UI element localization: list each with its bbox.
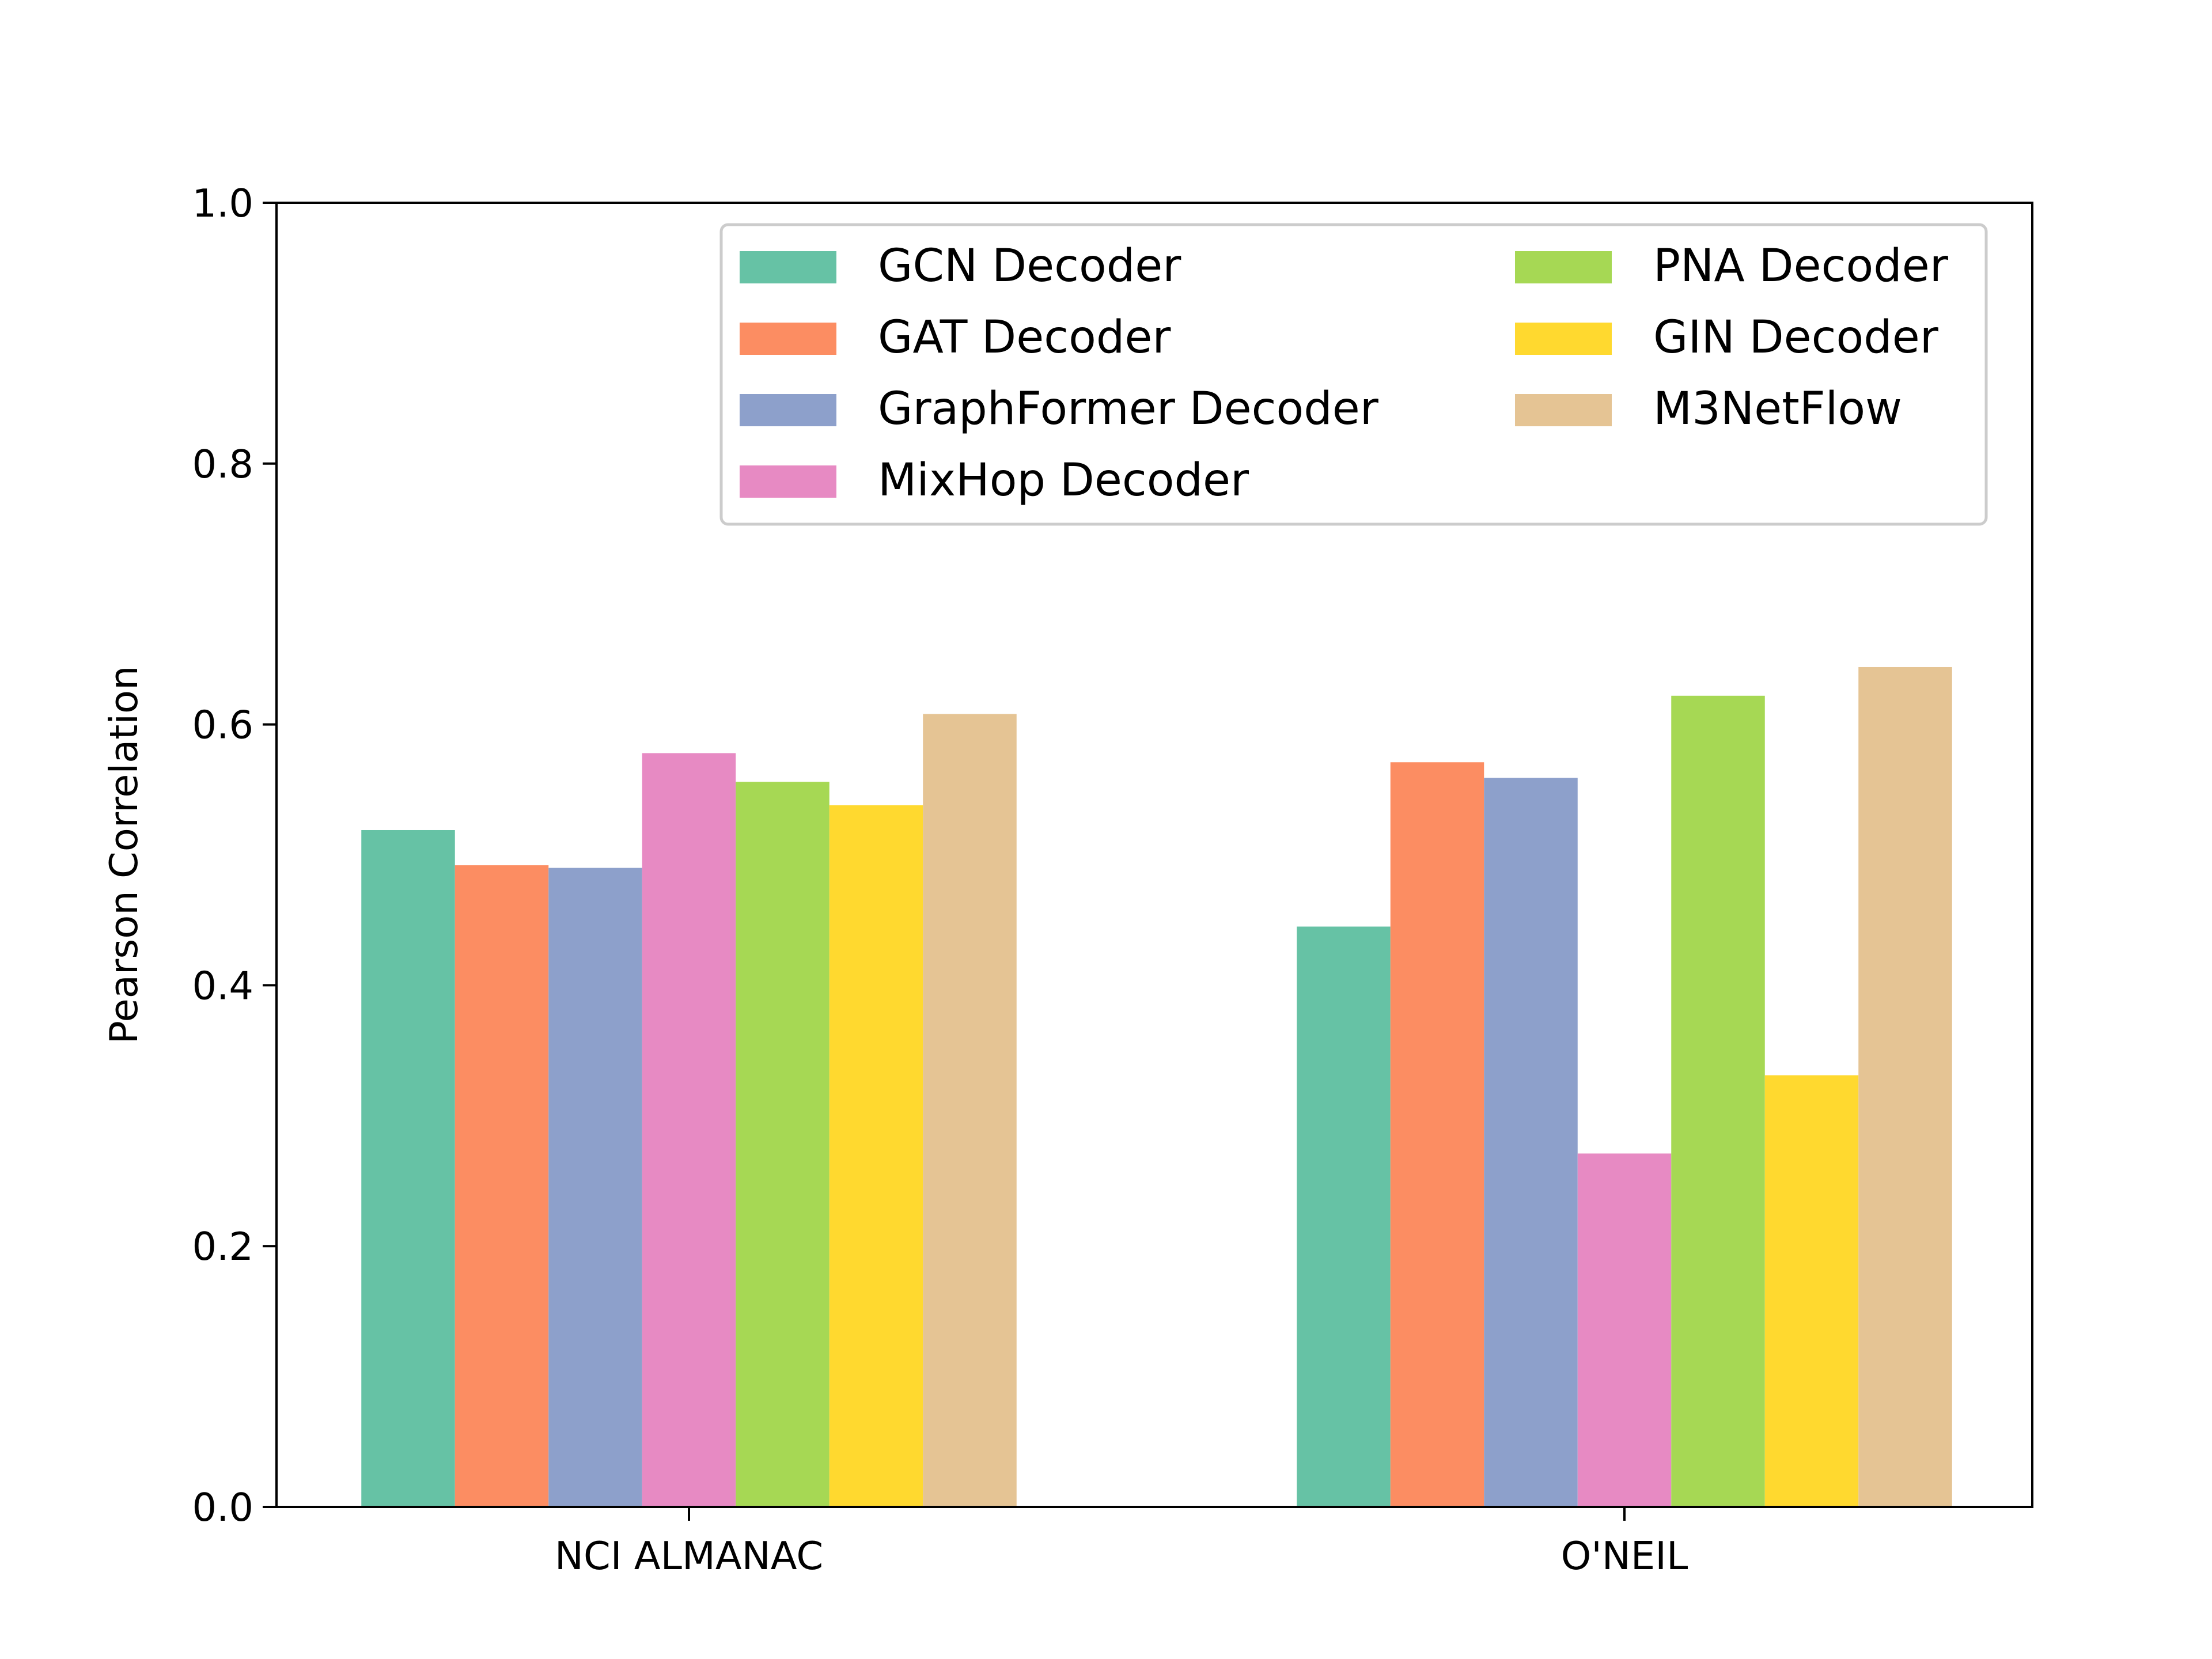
legend-label-1: GAT Decoder (878, 312, 1171, 363)
bar-5-1 (1764, 1075, 1859, 1507)
legend-swatch-2 (740, 394, 836, 426)
bar-3-0 (642, 753, 736, 1507)
bar-6-1 (1858, 666, 1952, 1507)
bar-1-0 (454, 865, 549, 1507)
legend-label-4: PNA Decoder (1653, 240, 1949, 292)
plot-frame (275, 202, 2033, 1508)
bar-2-1 (1484, 778, 1578, 1507)
legend: GCN Decoder GAT Decoder GraphFormer Decode… (719, 223, 1988, 526)
y-tick-label-0: 0.0 (192, 1485, 253, 1530)
bar-3-1 (1577, 1153, 1672, 1507)
legend-swatch-0 (740, 251, 836, 283)
legend-label-0: GCN Decoder (878, 240, 1181, 292)
y-tick-label-5: 1.0 (192, 181, 253, 226)
bar-0-0 (361, 830, 455, 1507)
legend-label-3: MixHop Decoder (878, 454, 1249, 506)
legend-label-5: GIN Decoder (1653, 312, 1939, 363)
bar-2-0 (548, 868, 642, 1507)
y-tick-label-1: 0.2 (192, 1224, 253, 1269)
legend-swatch-3 (740, 465, 836, 498)
x-tick-label-1: O'NEIL (1561, 1533, 1688, 1578)
x-tick-label-0: NCI ALMANAC (555, 1533, 823, 1578)
legend-label-2: GraphFormer Decoder (878, 383, 1379, 435)
legend-swatch-5 (1515, 323, 1612, 355)
bar-4-1 (1671, 695, 1765, 1507)
y-tick-label-2: 0.4 (192, 963, 253, 1008)
y-tick-label-4: 0.8 (192, 442, 253, 487)
bar-6-0 (923, 714, 1017, 1507)
bar-0-1 (1297, 926, 1391, 1507)
y-tick-label-3: 0.6 (192, 703, 253, 748)
bars-group (361, 666, 1952, 1507)
legend-label-6: M3NetFlow (1653, 383, 1902, 435)
y-axis-label: Pearson Correlation (101, 666, 146, 1044)
bar-5-0 (829, 805, 923, 1507)
legend-swatch-6 (1515, 394, 1612, 426)
legend-box (719, 223, 1988, 526)
y-axis: 0.0 0.2 0.4 0.6 0.8 1.0 (192, 181, 276, 1530)
legend-swatch-4 (1515, 251, 1612, 283)
x-axis: NCI ALMANAC O'NEIL (555, 1507, 1688, 1578)
legend-swatch-1 (740, 323, 836, 355)
bar-1-1 (1390, 762, 1484, 1507)
bar-4-0 (736, 782, 830, 1507)
